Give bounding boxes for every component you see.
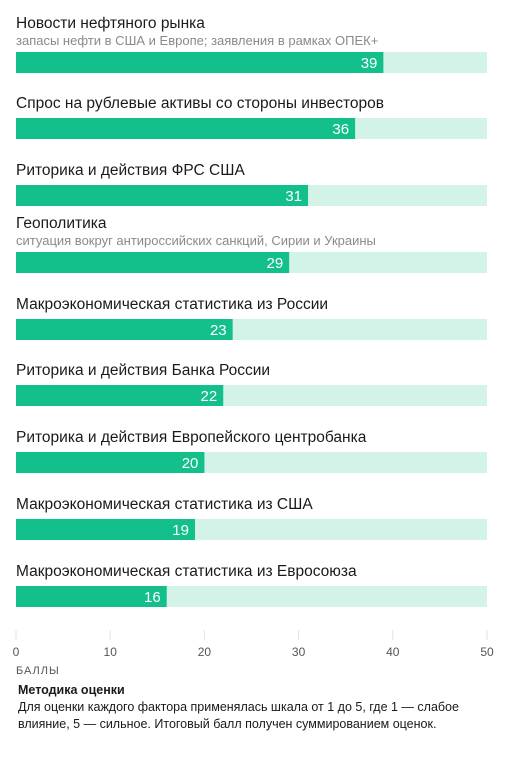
bar-category-subtitle: ситуация вокруг антироссийских санкций, … <box>16 233 376 248</box>
x-axis-title: БАЛЛЫ <box>16 665 60 677</box>
bar-value-label: 16 <box>144 589 161 606</box>
x-tick-label: 0 <box>13 645 20 659</box>
x-tick-label: 40 <box>386 645 400 659</box>
x-tick-label: 10 <box>104 645 118 659</box>
bar <box>16 319 233 340</box>
bar-category-label: Риторика и действия Банка России <box>16 362 270 379</box>
bar <box>16 452 205 473</box>
bar-category-label: Макроэкономическая статистика из России <box>16 296 328 313</box>
bar-value-label: 39 <box>361 55 378 72</box>
bar-category-label: Новости нефтяного рынка <box>16 15 205 32</box>
bar <box>16 519 195 540</box>
bar <box>16 586 167 607</box>
methodology-title: Методика оценки <box>18 683 125 697</box>
bar <box>16 185 309 206</box>
bar-category-label: Геополитика <box>16 215 107 232</box>
bar <box>16 118 356 139</box>
bar-category-label: Макроэкономическая статистика из США <box>16 496 313 513</box>
bar-category-subtitle: запасы нефти в США и Европе; заявления в… <box>16 33 378 48</box>
bar-value-label: 29 <box>266 255 283 272</box>
x-tick-label: 20 <box>198 645 212 659</box>
bar-value-label: 31 <box>285 188 302 205</box>
bar-value-label: 22 <box>201 388 218 405</box>
bar <box>16 52 384 73</box>
bar-category-label: Риторика и действия ФРС США <box>16 162 245 179</box>
x-tick-label: 30 <box>292 645 306 659</box>
x-tick-label: 50 <box>480 645 494 659</box>
bar-category-label: Макроэкономическая статистика из Евросою… <box>16 563 357 580</box>
bar-value-label: 20 <box>182 455 199 472</box>
bar-value-label: 36 <box>332 121 349 138</box>
methodology-text: Для оценки каждого фактора применялась ш… <box>18 700 459 731</box>
bar-category-label: Спрос на рублевые активы со стороны инве… <box>16 95 384 112</box>
bar-category-label: Риторика и действия Европейского центроб… <box>16 429 367 446</box>
bar-value-label: 23 <box>210 322 227 339</box>
bar <box>16 385 224 406</box>
bar <box>16 252 290 273</box>
methodology-note: Методика оценки Для оценки каждого факто… <box>18 683 488 733</box>
bar-value-label: 19 <box>172 522 189 539</box>
